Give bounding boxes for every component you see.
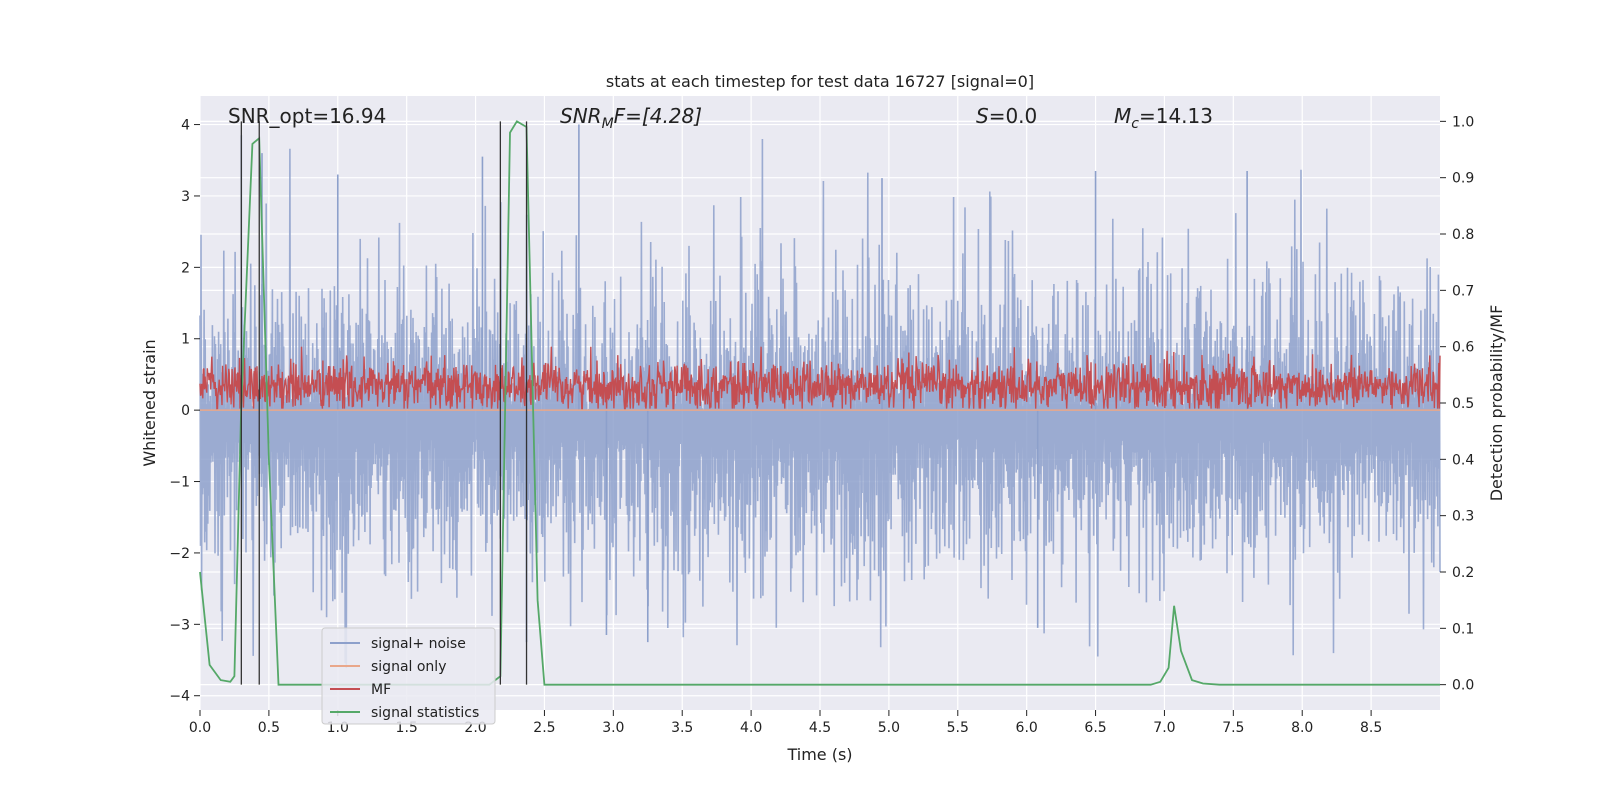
annotation-mc-sub: c xyxy=(1131,116,1139,132)
x-tick-label: 3.0 xyxy=(602,720,624,736)
legend-label: signal statistics xyxy=(371,705,479,721)
y-tick-label: −2 xyxy=(169,546,190,562)
annotation-s: S=0.0 xyxy=(976,104,1037,128)
annotation-mc-rest: =14.13 xyxy=(1139,104,1213,128)
y-tick-label: 0 xyxy=(181,403,190,419)
legend-label: signal only xyxy=(371,659,446,675)
y-right-tick-label: 0.7 xyxy=(1452,283,1474,299)
x-tick-label: 4.5 xyxy=(809,720,831,736)
x-axis-label: Time (s) xyxy=(786,745,852,764)
x-tick-label: 6.0 xyxy=(1016,720,1038,736)
annotation-mc: Mc=14.13 xyxy=(1114,104,1213,132)
y-tick-label: 3 xyxy=(181,189,190,205)
legend-label: signal+ noise xyxy=(371,636,466,652)
y-axis-right-label: Detection probability/MF xyxy=(1487,305,1506,502)
legend: signal+ noise signal only MF signal statist… xyxy=(321,627,496,725)
y-right-tick-label: 0.9 xyxy=(1452,171,1474,187)
y-right-tick-label: 0.6 xyxy=(1452,340,1474,356)
y-right-tick-label: 1.0 xyxy=(1452,114,1474,130)
annotation-snr-opt: SNR_opt=16.94 xyxy=(228,104,386,128)
x-tick-label: 0.5 xyxy=(258,720,280,736)
y-tick-label: 4 xyxy=(181,118,190,134)
y-tick-label: 2 xyxy=(181,260,190,276)
legend-label: MF xyxy=(371,682,391,698)
y-right-tick-label: 0.4 xyxy=(1452,452,1474,468)
series-signal-noise xyxy=(199,138,1441,669)
annotation-snr-mf: SNRMF=[4.28] xyxy=(560,104,702,132)
y-tick-label: −4 xyxy=(169,689,190,705)
x-tick-label: 7.0 xyxy=(1153,720,1175,736)
chart-title: stats at each timestep for test data 167… xyxy=(606,72,1034,91)
annotation-snr-mf-base: SNR xyxy=(560,104,602,128)
x-tick-label: 0.0 xyxy=(189,720,211,736)
y-right-tick-label: 0.2 xyxy=(1452,565,1474,581)
legend-box xyxy=(321,627,496,725)
annotation-s-rest: =0.0 xyxy=(989,104,1038,128)
x-tick-label: 3.5 xyxy=(671,720,693,736)
legend-items: signal+ noise signal only MF signal statist… xyxy=(330,636,479,721)
marker-lines xyxy=(240,121,528,685)
series-signal-statistics xyxy=(199,120,1440,686)
x-tick-label: 2.5 xyxy=(533,720,555,736)
x-tick-label: 8.5 xyxy=(1360,720,1382,736)
y-right-tick-label: 0.0 xyxy=(1452,678,1474,694)
series-layer xyxy=(199,120,1441,686)
y-tick-label: −3 xyxy=(169,617,190,633)
annotation-snr-mf-sub: M xyxy=(602,116,614,132)
x-axis: 0.0 0.5 1.0 1.5 2.0 2.5 3.0 3.5 4.0 4.5 5.0 5.5 6.0 6… xyxy=(189,710,1382,736)
y-axis-label: Whitened strain xyxy=(140,339,159,466)
y-right-tick-label: 0.1 xyxy=(1452,621,1474,637)
y-tick-label: 1 xyxy=(181,332,190,348)
annotation-snr-mf-rest: F=[4.28] xyxy=(614,104,702,128)
y-right-tick-label: 0.3 xyxy=(1452,509,1474,525)
x-tick-label: 6.5 xyxy=(1084,720,1106,736)
x-tick-label: 7.5 xyxy=(1222,720,1244,736)
y-tick-label: −1 xyxy=(169,475,190,491)
x-tick-label: 4.0 xyxy=(740,720,762,736)
annotation-mc-var: M xyxy=(1114,104,1131,128)
y-right-tick-label: 0.8 xyxy=(1452,227,1474,243)
y-right-tick-label: 0.5 xyxy=(1452,396,1474,412)
x-tick-label: 5.0 xyxy=(878,720,900,736)
y-axis-right: 0.0 0.1 0.2 0.3 0.4 0.5 0.6 0.7 0.8 0.9 1.0 xyxy=(1440,114,1474,694)
y-axis-left: −4 −3 −2 −1 0 1 2 3 4 xyxy=(169,118,200,705)
annotation-s-var: S xyxy=(976,104,989,128)
x-tick-label: 5.5 xyxy=(947,720,969,736)
x-tick-label: 8.0 xyxy=(1291,720,1313,736)
series-mf xyxy=(199,346,1441,410)
